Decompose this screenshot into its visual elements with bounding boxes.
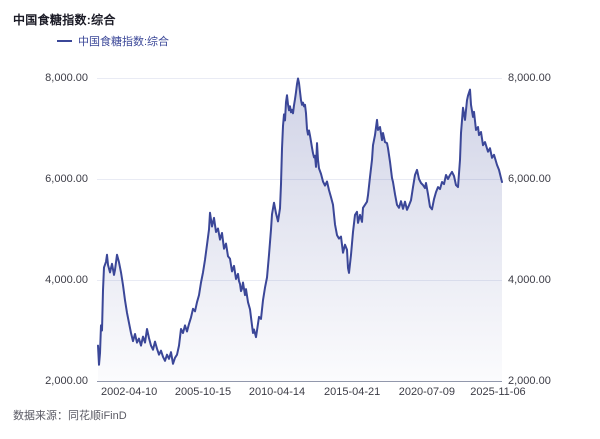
- x-axis-label: 2005-10-15: [174, 386, 232, 398]
- y-axis-label-right: 4,000.00: [508, 274, 551, 286]
- legend-line-icon: [57, 40, 72, 42]
- data-source: 数据来源：同花顺iFinD: [13, 410, 127, 422]
- y-axis-label-left: 2,000.00: [45, 375, 88, 387]
- legend-item[interactable]: 中国食糖指数:综合: [57, 33, 169, 49]
- y-axis-label-left: 8,000.00: [45, 72, 88, 84]
- x-axis-label: 2010-04-14: [248, 386, 306, 398]
- series-line: [97, 77, 503, 366]
- y-axis-label-right: 6,000.00: [508, 173, 551, 185]
- x-axis-label: 2020-07-09: [398, 386, 455, 398]
- y-axis-label-left: 4,000.00: [45, 274, 88, 286]
- x-axis-label: 2015-04-21: [323, 386, 381, 398]
- y-axis-label-right: 2,000.00: [508, 375, 551, 387]
- series-area: [98, 78, 502, 381]
- y-axis-label-left: 6,000.00: [45, 173, 88, 185]
- chart-title: 中国食糖指数:综合: [13, 13, 116, 27]
- x-axis-label: 2025-11-06: [470, 386, 526, 398]
- x-axis-label: 2002-04-10: [100, 386, 158, 398]
- legend-label: 中国食糖指数:综合: [78, 36, 170, 48]
- y-axis-label-right: 8,000.00: [508, 72, 551, 84]
